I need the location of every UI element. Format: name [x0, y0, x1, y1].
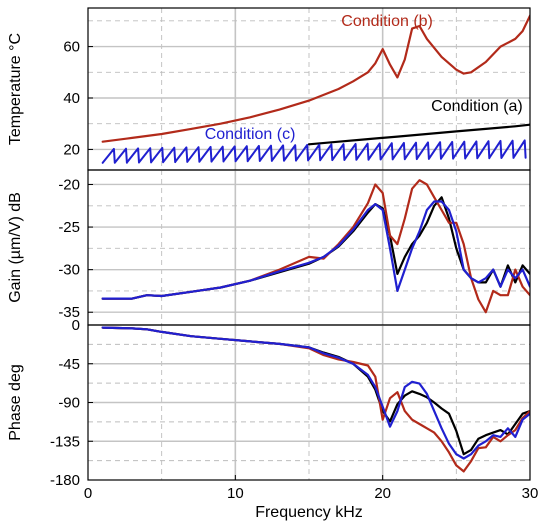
phase-y-axis-label: Phase deg — [7, 364, 24, 441]
x-axis-label: Frequency kHz — [255, 504, 363, 521]
phase-y-tick-label: -135 — [50, 433, 80, 450]
annotation-condition-a: Condition (a) — [431, 98, 523, 115]
gain-y-axis-label: Gain (µm/V) dB — [7, 192, 24, 303]
phase-panel: 0 -45 -90 -135 -180 Phase deg — [7, 317, 531, 489]
phase-y-tick-label: -90 — [58, 395, 80, 412]
temperature-y-tick-label: 20 — [63, 141, 80, 158]
phase-y-tick-label: -180 — [50, 472, 80, 489]
phase-y-tick-label: 0 — [72, 317, 80, 334]
phase-series-condition-a — [101, 326, 530, 456]
temperature-series-condition-b — [101, 14, 530, 143]
x-tick-label: 0 — [84, 485, 92, 502]
annotation-condition-c: Condition (c) — [205, 126, 296, 143]
gain-y-tick-label: -20 — [58, 176, 80, 193]
gain-y-tick-label: -30 — [58, 262, 80, 279]
phase-y-tick-label: -45 — [58, 356, 80, 373]
gain-panel: -20 -25 -30 -35 Gain (µm/V) dB — [7, 169, 531, 326]
temperature-y-axis-label: Temperature °C — [7, 33, 24, 145]
temperature-y-tick-label: 60 — [63, 39, 80, 56]
gain-series-condition-c — [101, 200, 530, 300]
temperature-y-tick-label: 40 — [63, 90, 80, 107]
x-tick-label: 20 — [374, 485, 391, 502]
temperature-series-group — [101, 14, 530, 164]
temperature-panel: 20 40 60 Temperature °C Condition (b) Conditi… — [7, 7, 531, 171]
x-tick-label: 30 — [522, 485, 539, 502]
temperature-series-condition-a — [307, 123, 530, 146]
phase-series-group — [101, 326, 530, 473]
annotation-condition-b: Condition (b) — [341, 13, 433, 30]
temperature-series-condition-c — [101, 139, 527, 164]
phase-series-condition-c — [101, 326, 530, 460]
gain-y-tick-label: -35 — [58, 304, 80, 321]
gain-series-group — [101, 179, 530, 314]
x-tick-label: 10 — [227, 485, 244, 502]
gain-series-condition-b — [101, 179, 530, 314]
gain-y-tick-label: -25 — [58, 219, 80, 236]
